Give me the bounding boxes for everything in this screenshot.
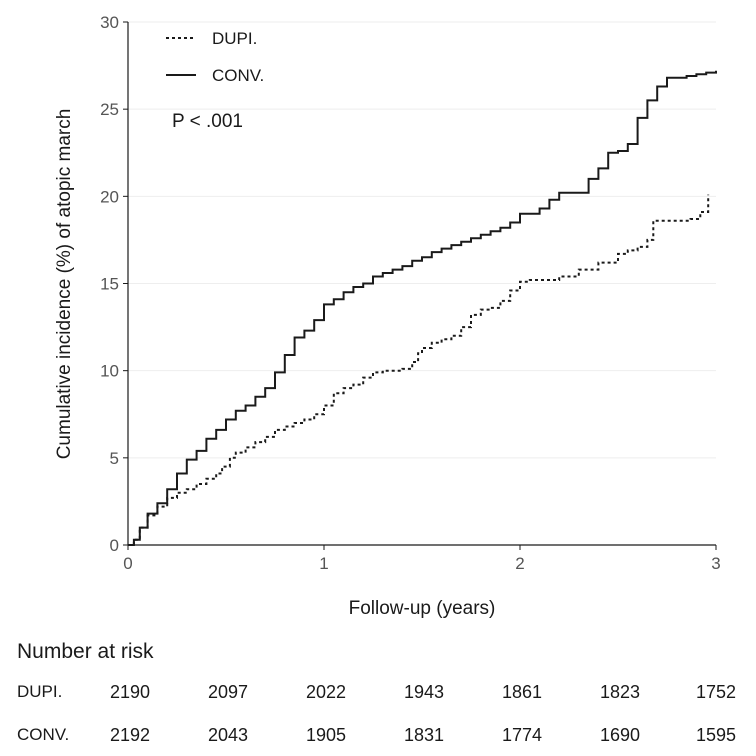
risk-cell: 2022 <box>305 682 347 702</box>
risk-cell: 2190 <box>109 682 151 702</box>
y-tick-label: 20 <box>100 187 119 206</box>
x-tick-label: 1 <box>319 554 328 573</box>
risk-row-conv: CONV. 2192 2043 1905 1831 1774 1690 1595 <box>0 725 756 751</box>
y-tick-label: 25 <box>100 100 119 119</box>
x-tick-label: 0 <box>123 554 132 573</box>
grid-lines <box>128 21 716 459</box>
risk-cell: 1823 <box>599 682 641 702</box>
series-lines <box>128 70 717 546</box>
y-tick-label: 15 <box>100 275 119 294</box>
cumulative-incidence-chart: 0 5 10 15 20 25 30 0 1 2 3 Follow-up (years) Cumu… <box>54 13 721 619</box>
risk-cell: 1774 <box>501 725 543 745</box>
series-line-dupi <box>128 194 710 546</box>
y-axis-title: Cumulative incidence (%) of atopic march <box>54 109 75 460</box>
risk-cell: 1752 <box>695 682 737 702</box>
risk-cell: 1905 <box>305 725 347 745</box>
y-tick-label: 10 <box>100 362 119 381</box>
risk-table-title: Number at risk <box>17 640 154 663</box>
y-tick-label: 0 <box>110 536 119 555</box>
risk-cell: 2043 <box>207 725 249 745</box>
risk-cell: 1831 <box>403 725 445 745</box>
x-tick-label: 3 <box>711 554 720 573</box>
risk-cell: 2192 <box>109 725 151 745</box>
y-tick-label: 5 <box>110 449 119 468</box>
legend: DUPI. CONV. <box>166 29 264 85</box>
legend-label-conv: CONV. <box>212 66 264 85</box>
p-value-annotation: P < .001 <box>172 111 243 132</box>
series-line-conv <box>128 70 717 546</box>
x-ticks: 0 1 2 3 <box>123 545 721 573</box>
y-tick-label: 30 <box>100 13 119 32</box>
risk-cell: 1943 <box>403 682 445 702</box>
risk-cell: 1861 <box>501 682 543 702</box>
risk-cell: 1595 <box>695 725 737 745</box>
x-axis-title: Follow-up (years) <box>349 598 496 619</box>
legend-label-dupi: DUPI. <box>212 29 257 48</box>
risk-row-dupi: DUPI. 2190 2097 2022 1943 1861 1823 1752 <box>0 682 756 708</box>
risk-cell: 1690 <box>599 725 641 745</box>
risk-row-label: DUPI. <box>17 682 63 701</box>
risk-row-label: CONV. <box>17 725 70 744</box>
y-ticks: 0 5 10 15 20 25 30 <box>100 13 128 555</box>
x-tick-label: 2 <box>515 554 524 573</box>
risk-cell: 2097 <box>207 682 249 702</box>
